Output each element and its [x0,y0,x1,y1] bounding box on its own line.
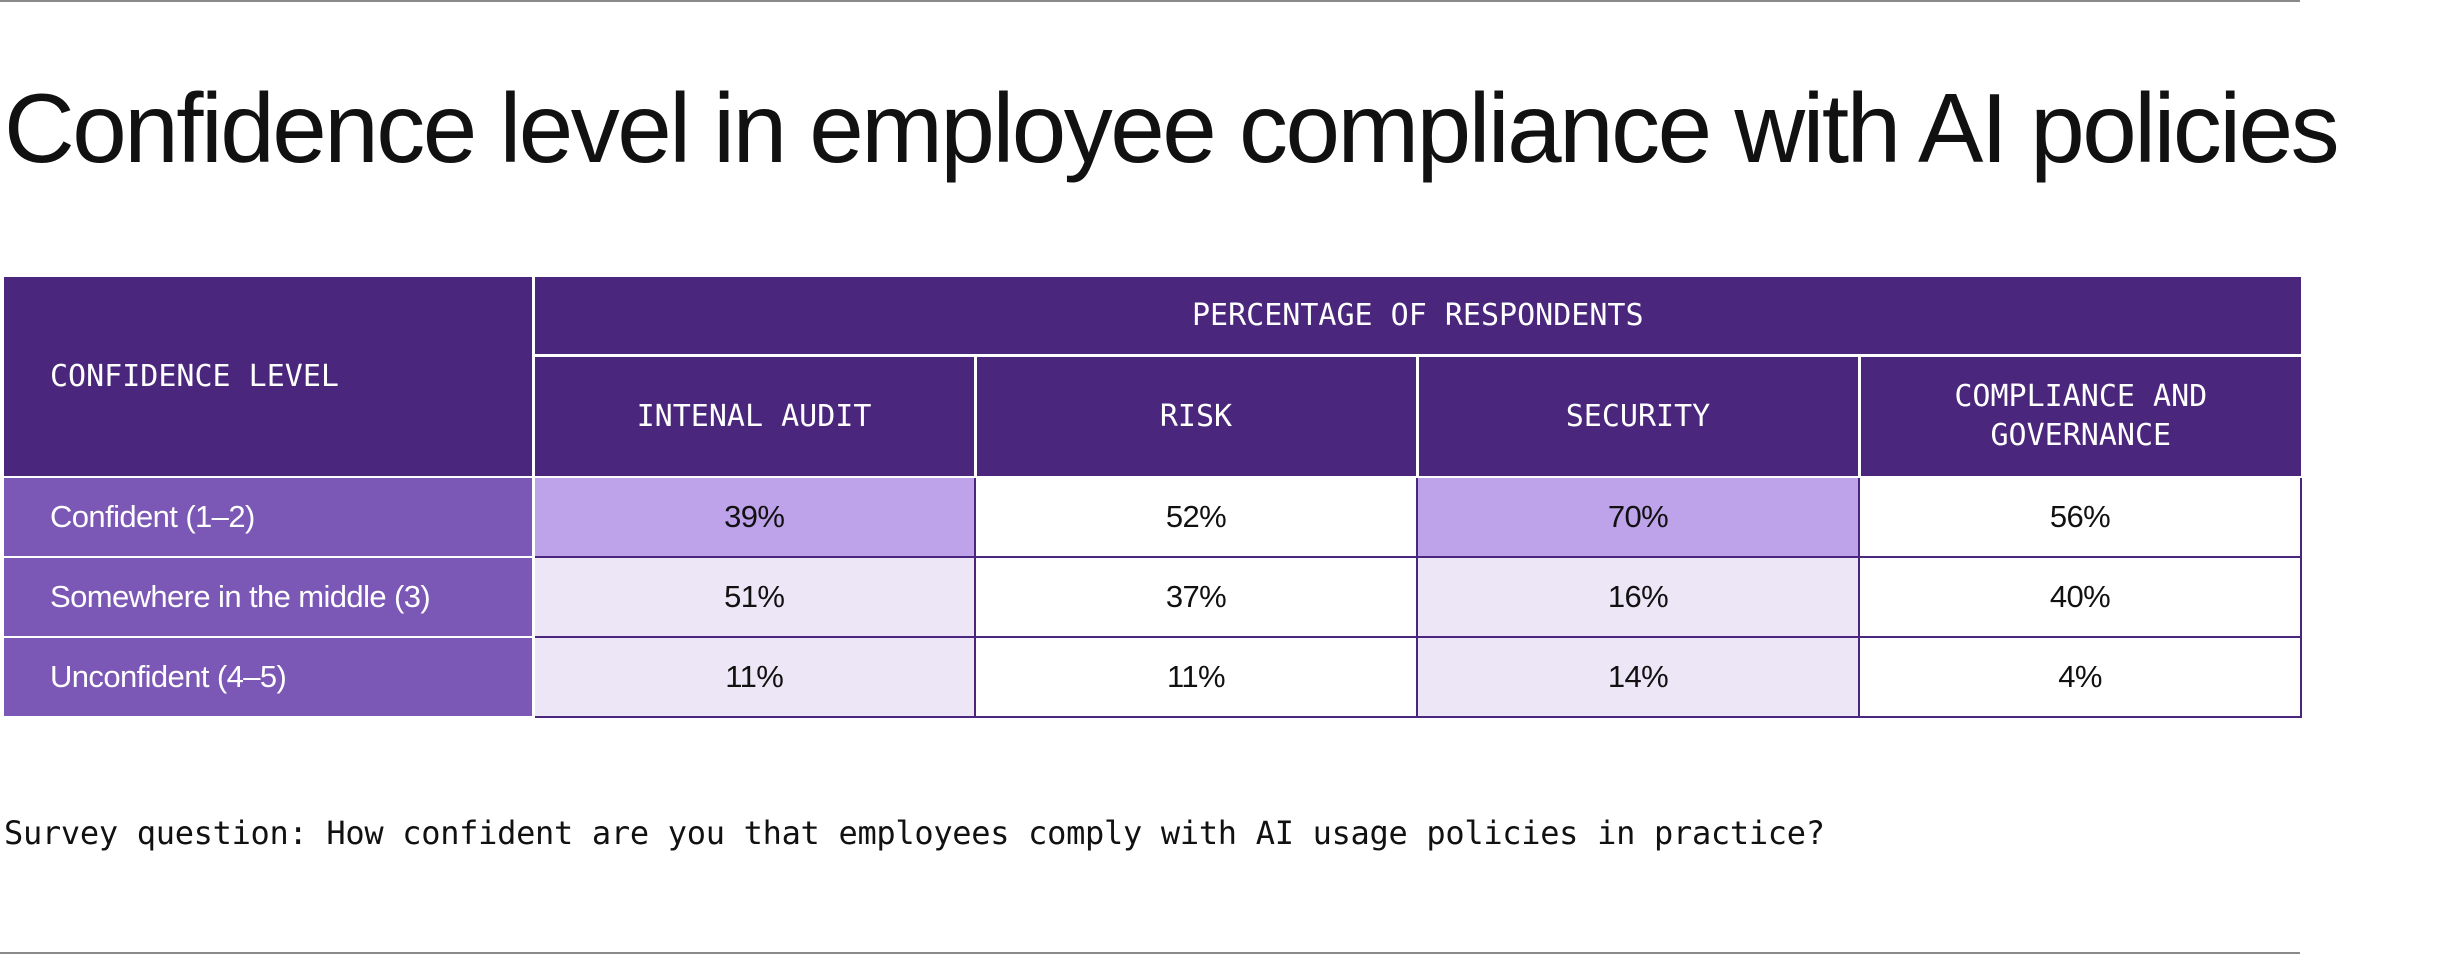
cell-unconfident-internal-audit: 11% [532,636,976,718]
data-table: CONFIDENCE LEVEL PERCENTAGE OF RESPONDEN… [4,277,2303,718]
survey-question-footnote: Survey question: How confident are you t… [4,814,1825,852]
cell-middle-internal-audit: 51% [532,556,976,638]
cell-unconfident-risk: 11% [974,636,1418,718]
cell-confident-security: 70% [1416,476,1860,558]
table-row: Unconfident (4–5) 11% 11% 14% 4% [4,636,2303,718]
column-header-risk: RISK [975,355,1419,478]
cell-confident-compliance: 56% [1857,476,2303,558]
row-label-middle: Somewhere in the middle (3) [4,557,535,638]
top-rule [0,0,2300,2]
column-header-security: SECURITY [1417,355,1861,478]
table-row: Somewhere in the middle (3) 51% 37% 16% … [4,556,2303,638]
cell-middle-compliance: 40% [1857,556,2303,638]
cell-confident-risk: 52% [974,476,1418,558]
cell-confident-internal-audit: 39% [532,476,976,558]
row-header-confidence-level: CONFIDENCE LEVEL [4,277,535,478]
table-row: Confident (1–2) 39% 52% 70% 56% [4,476,2303,558]
cell-middle-risk: 37% [974,556,1418,638]
row-label-unconfident: Unconfident (4–5) [4,637,535,718]
cell-middle-security: 16% [1416,556,1860,638]
chart-title: Confidence level in employee compliance … [4,73,2340,183]
column-header-internal-audit: INTENAL AUDIT [533,355,977,478]
column-header-compliance-governance: COMPLIANCE AND GOVERNANCE [1859,355,2302,478]
cell-unconfident-compliance: 4% [1857,636,2303,718]
bottom-rule [0,952,2300,954]
column-group-header: PERCENTAGE OF RESPONDENTS [533,277,2302,357]
row-label-confident: Confident (1–2) [4,477,535,558]
cell-unconfident-security: 14% [1416,636,1860,718]
